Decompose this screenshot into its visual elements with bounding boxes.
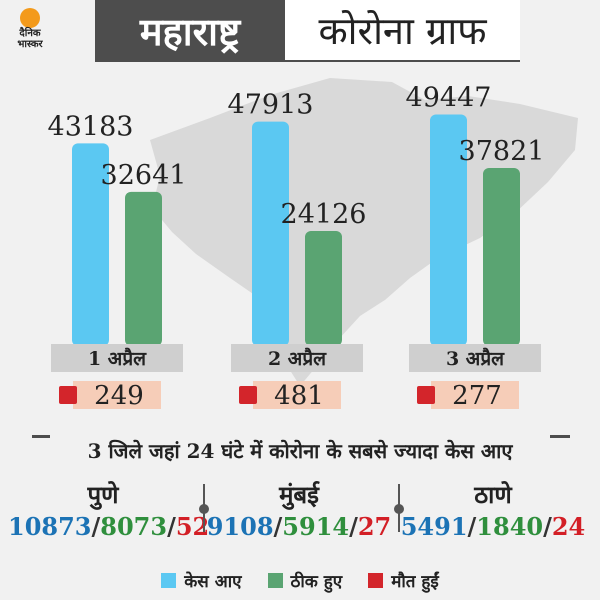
title-maharashtra: महाराष्ट्र: [95, 0, 285, 62]
deaths-swatch-icon: [368, 572, 384, 588]
bar-recovered: [483, 168, 520, 346]
district-stats: 5491/1840/24: [398, 512, 588, 541]
district-name: ठाणे: [474, 480, 512, 509]
cases-swatch-icon: [161, 572, 177, 588]
separator: /: [467, 512, 477, 541]
bar-cases: [430, 114, 467, 347]
bar-chart: 43183 32641 1 अप्रैल 249 47913 24126 2 अप्रैल 4…: [48, 78, 578, 411]
legend-item-recovered: ठीक हुए: [267, 569, 343, 592]
bar-value-label: 32641: [101, 160, 187, 191]
sun-icon: [20, 8, 40, 28]
date-tick-label: 3 अप्रैल: [446, 347, 505, 370]
bar-cases: [252, 121, 289, 347]
deaths-marker-icon: [59, 386, 77, 404]
separator: /: [91, 512, 101, 541]
district-recovered: 1840: [476, 512, 544, 541]
legend-item-deaths: मौत हुईं: [368, 569, 439, 592]
separator: /: [273, 512, 283, 541]
logo-line1: दैनिक: [19, 28, 41, 39]
bar-value-label: 24126: [281, 199, 367, 230]
district-deaths: 24: [551, 512, 586, 541]
date-label-box: [409, 344, 541, 372]
district-stats: 9108/5914/27: [204, 512, 394, 541]
district-pune: पुणे 10873/8073/52: [8, 478, 209, 541]
deaths-label-box: [73, 381, 161, 409]
legend-label: मौत हुईं: [391, 571, 439, 592]
deaths-value-label: 277: [452, 381, 502, 411]
district-name: मुंबई: [279, 480, 319, 509]
district-cases: 9108: [206, 512, 274, 541]
bar-value-label: 47913: [228, 90, 314, 121]
recovered-swatch-icon: [267, 572, 283, 588]
logo-line2: भास्कर: [17, 39, 43, 50]
date-tick-label: 2 अप्रैल: [268, 347, 327, 370]
bar-value-label: 43183: [48, 111, 134, 142]
deaths-marker-icon: [239, 386, 257, 404]
district-recovered: 5914: [282, 512, 350, 541]
separator: /: [543, 512, 552, 541]
separator: /: [349, 512, 358, 541]
district-divider: [394, 484, 404, 532]
district-deaths: 27: [357, 512, 392, 541]
deaths-label-box: [431, 381, 519, 409]
legend-label: केस आए: [184, 571, 242, 592]
district-name: पुणे: [87, 480, 119, 509]
legend-item-cases: केस आए: [161, 569, 242, 592]
legend: केस आए ठीक हुए मौत हुईं: [0, 566, 600, 594]
district-recovered: 8073: [100, 512, 168, 541]
dainik-bhaskar-logo: दैनिक भास्कर: [8, 8, 52, 52]
deaths-value-label: 481: [274, 381, 324, 411]
bar-value-label: 49447: [406, 83, 492, 114]
divider-dot: [199, 504, 209, 514]
date-label-box: [51, 344, 183, 372]
district-mumbai: मुंबई 9108/5914/27: [204, 478, 394, 541]
legend-label: ठीक हुए: [290, 571, 343, 592]
deaths-marker-icon: [417, 386, 435, 404]
district-thane: ठाणे 5491/1840/24: [398, 478, 588, 541]
deaths-value-label: 249: [94, 381, 144, 411]
title-corona-graph: कोरोना ग्राफ: [285, 0, 520, 62]
separator: /: [167, 512, 176, 541]
divider-dot: [394, 504, 404, 514]
bar-cases: [72, 143, 109, 346]
district-cases: 5491: [400, 512, 468, 541]
bar-recovered: [305, 231, 342, 346]
deaths-label-box: [253, 381, 341, 409]
bar-recovered: [125, 191, 162, 346]
bar-value-label: 37821: [459, 136, 545, 167]
date-label-box: [231, 344, 363, 372]
district-stats: 10873/8073/52: [8, 512, 209, 541]
districts-section-title: 3 जिले जहां 24 घंटे में कोरोना के सबसे ज…: [50, 434, 550, 466]
district-divider: [199, 484, 209, 532]
district-cases: 10873: [8, 512, 92, 541]
date-tick-label: 1 अप्रैल: [88, 347, 147, 370]
